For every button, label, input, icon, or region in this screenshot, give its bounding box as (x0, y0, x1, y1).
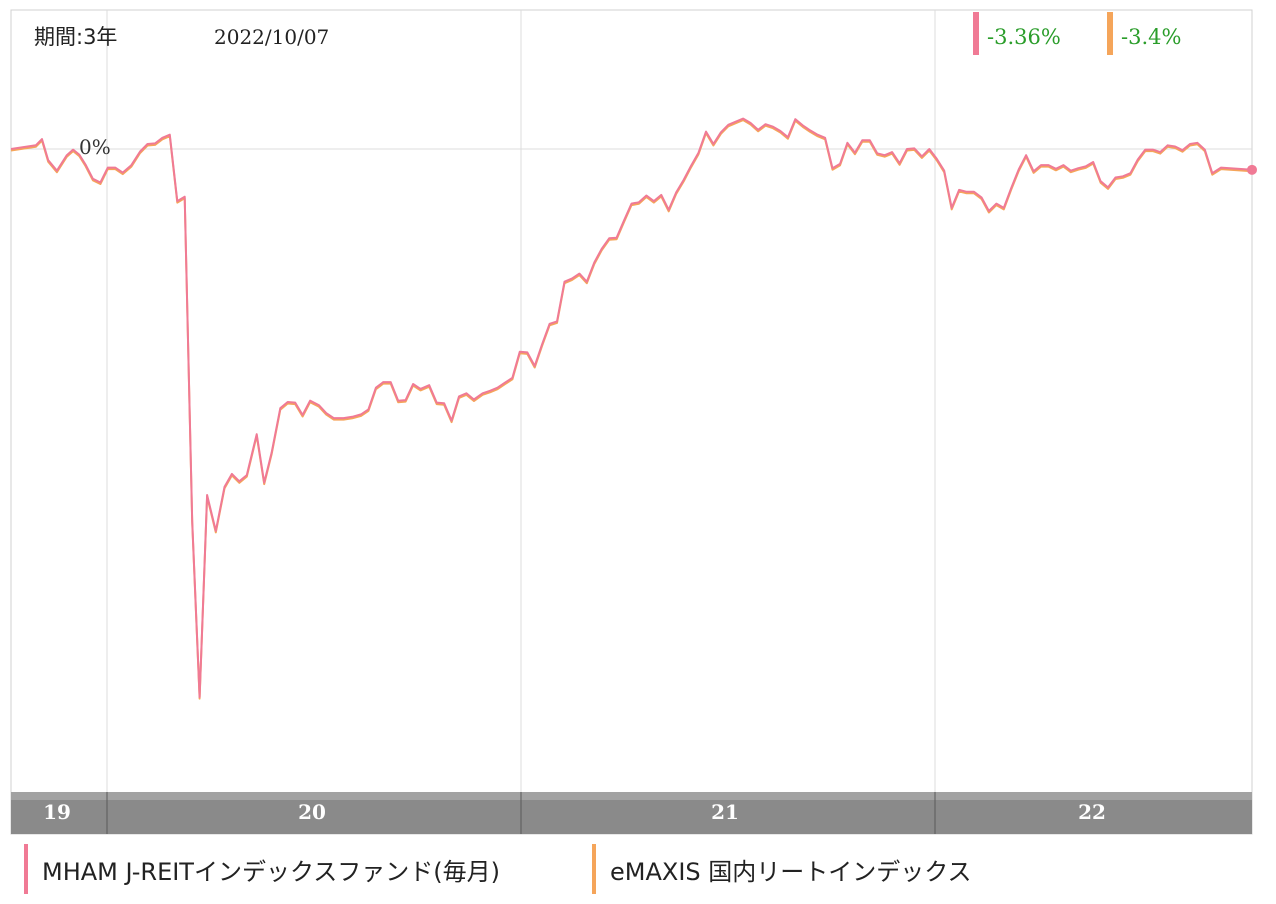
legend-label-mham: MHAM J-REITインデックスファンド(毎月) (42, 857, 500, 886)
mham-value-swatch (973, 12, 979, 55)
legend-swatch-emaxis (592, 844, 596, 894)
series-line-mham (10, 117, 1253, 699)
date-label: 2022/10/07 (214, 25, 329, 49)
x-tick-label: 20 (298, 800, 326, 824)
period-label: 期間:3年 (34, 25, 117, 49)
zero-percent-label: 0% (79, 135, 111, 159)
legend-item-mham[interactable]: MHAM J-REITインデックスファンド(毎月) (24, 844, 500, 894)
legend-label-emaxis: eMAXIS 国内リートインデックス (610, 857, 972, 886)
legend: MHAM J-REITインデックスファンド(毎月) eMAXIS 国内リートイン… (0, 838, 1276, 894)
emaxis-value-swatch (1107, 12, 1113, 55)
emaxis-value: -3.4% (1121, 25, 1181, 49)
x-tick-label: 21 (711, 800, 739, 824)
legend-item-emaxis[interactable]: eMAXIS 国内リートインデックス (592, 844, 972, 894)
year-axis-bar-highlight (11, 792, 1252, 800)
series-end-point (1247, 164, 1257, 175)
plot-area (10, 9, 1253, 835)
x-tick-label: 19 (43, 800, 71, 824)
x-tick-label: 22 (1078, 800, 1106, 824)
legend-swatch-mham (24, 844, 28, 894)
mham-value: -3.36% (987, 25, 1061, 49)
